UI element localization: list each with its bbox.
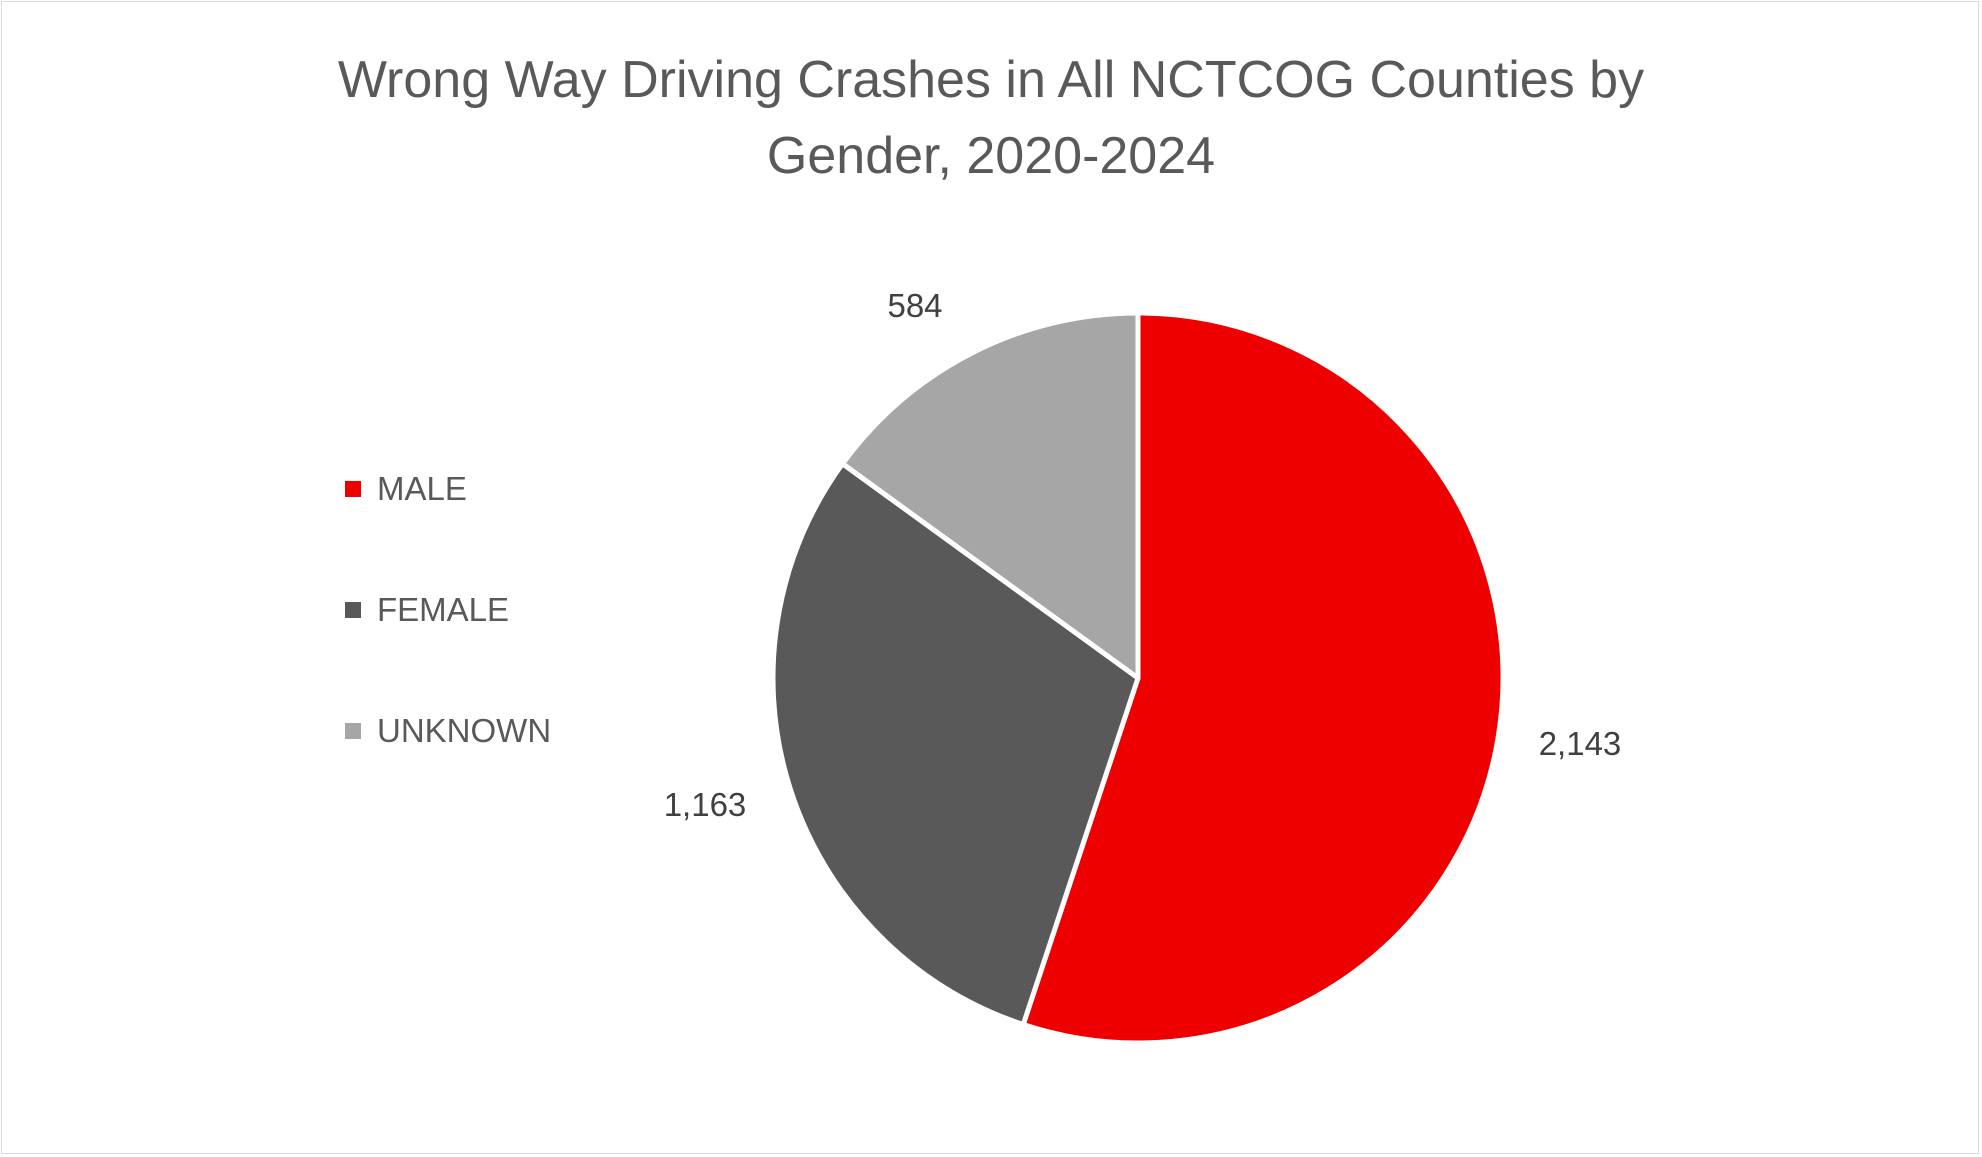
data-label-unknown: 584 (887, 287, 943, 324)
legend-label-unknown: UNKNOWN (377, 712, 552, 749)
chart-title-line-2: Gender, 2020-2024 (766, 127, 1216, 185)
legend-label-male: MALE (377, 470, 467, 507)
data-label-female: 1,163 (663, 786, 747, 823)
legend-item-female: FEMALE (345, 591, 509, 629)
legend-item-unknown: UNKNOWN (345, 712, 551, 750)
pie-slice-female (770, 461, 1141, 1027)
pie-slice-unknown (840, 310, 1141, 681)
legend-swatch-male (345, 481, 361, 497)
legend-swatch-unknown (345, 723, 361, 739)
chart-title: Wrong Way Driving Crashes in All NCTCOG … (0, 42, 1982, 194)
chart-title-line-1: Wrong Way Driving Crashes in All NCTCOG … (337, 51, 1645, 109)
legend-swatch-female (345, 602, 361, 618)
legend-label-female: FEMALE (377, 591, 510, 628)
pie-slice-male (1020, 310, 1506, 1046)
data-label-male: 2,143 (1538, 725, 1622, 762)
legend-item-male: MALE (345, 470, 467, 508)
